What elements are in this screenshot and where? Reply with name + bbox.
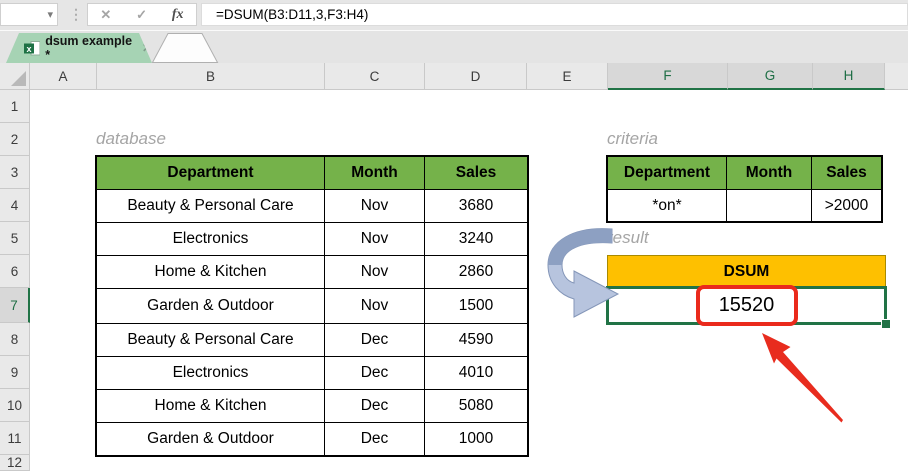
criteria-cell-month[interactable] xyxy=(727,190,812,221)
select-all-triangle-icon xyxy=(11,71,26,86)
db-cell-month[interactable]: Nov xyxy=(325,289,425,324)
db-cell-sales[interactable]: 1000 xyxy=(425,423,527,455)
result-label[interactable]: result xyxy=(607,228,649,247)
db-cell-department[interactable]: Garden & Outdoor xyxy=(97,289,325,324)
db-cell-department[interactable]: Electronics xyxy=(97,357,325,390)
formula-input[interactable] xyxy=(201,3,908,26)
sheet-tab-bar: x dsum example * ✕ xyxy=(0,30,908,63)
db-cell-month[interactable]: Nov xyxy=(325,190,425,223)
db-header-month[interactable]: Month xyxy=(325,157,425,190)
criteria-label[interactable]: criteria xyxy=(607,129,659,148)
row-header-11[interactable]: 11 xyxy=(0,422,30,455)
cancel-icon[interactable]: ✕ xyxy=(100,6,112,22)
row-header-8[interactable]: 8 xyxy=(0,323,30,356)
criteria-header-sales[interactable]: Sales xyxy=(812,157,881,190)
db-cell-department[interactable]: Beauty & Personal Care xyxy=(97,324,325,357)
dsum-header-cell[interactable]: DSUM xyxy=(607,255,886,288)
db-cell-month[interactable]: Dec xyxy=(325,357,425,390)
new-sheet-tab[interactable] xyxy=(140,33,230,63)
formula-bar-row: ▾ ⋮ ✕ ✓ fx xyxy=(0,0,908,30)
db-header-department[interactable]: Department xyxy=(97,157,325,190)
db-cell-sales[interactable]: 5080 xyxy=(425,390,527,423)
result-cell[interactable]: 15520 xyxy=(606,286,891,329)
row-header-5[interactable]: 5 xyxy=(0,222,30,255)
column-header-partial[interactable] xyxy=(885,63,908,90)
row-header-6[interactable]: 6 xyxy=(0,255,30,288)
excel-file-icon: x xyxy=(24,40,41,55)
db-cell-sales[interactable]: 3240 xyxy=(425,223,527,256)
column-header-g[interactable]: G xyxy=(728,63,813,90)
enter-icon[interactable]: ✓ xyxy=(136,6,148,22)
namebox-dropdown-icon[interactable]: ▾ xyxy=(47,9,53,21)
column-header-d[interactable]: D xyxy=(425,63,527,90)
database-label[interactable]: database xyxy=(96,129,166,148)
curved-arrow-icon xyxy=(547,228,620,318)
db-cell-department[interactable]: Garden & Outdoor xyxy=(97,423,325,455)
db-cell-department[interactable]: Home & Kitchen xyxy=(97,390,325,423)
row-header-4[interactable]: 4 xyxy=(0,189,30,222)
column-header-b[interactable]: B xyxy=(97,63,325,90)
row-header-12[interactable]: 12 xyxy=(0,455,30,471)
db-cell-month[interactable]: Nov xyxy=(325,223,425,256)
row-header-3[interactable]: 3 xyxy=(0,156,30,189)
db-cell-sales[interactable]: 4590 xyxy=(425,324,527,357)
insert-function-icon[interactable]: fx xyxy=(171,6,184,22)
column-header-c[interactable]: C xyxy=(325,63,425,90)
criteria-cell-department[interactable]: *on* xyxy=(608,190,727,221)
column-headers: A B C D E F G H xyxy=(30,63,908,90)
separator-dots-icon: ⋮ xyxy=(69,6,83,22)
sheet-tab-label: dsum example * xyxy=(45,34,133,62)
column-header-a[interactable]: A xyxy=(30,63,97,90)
db-cell-month[interactable]: Dec xyxy=(325,390,425,423)
criteria-header-month[interactable]: Month xyxy=(727,157,812,190)
column-header-e[interactable]: E xyxy=(527,63,608,90)
criteria-header-department[interactable]: Department xyxy=(608,157,727,190)
row-header-10[interactable]: 10 xyxy=(0,389,30,422)
select-all-corner[interactable] xyxy=(0,63,30,90)
criteria-cell-sales[interactable]: >2000 xyxy=(812,190,881,221)
db-cell-sales[interactable]: 2860 xyxy=(425,256,527,289)
db-cell-sales[interactable]: 3680 xyxy=(425,190,527,223)
row-header-2[interactable]: 2 xyxy=(0,123,30,156)
criteria-table: Department Month Sales *on* >2000 xyxy=(606,155,883,223)
db-cell-sales[interactable]: 1500 xyxy=(425,289,527,324)
db-cell-department[interactable]: Electronics xyxy=(97,223,325,256)
db-cell-sales[interactable]: 4010 xyxy=(425,357,527,390)
row-header-1[interactable]: 1 xyxy=(0,90,30,123)
column-header-f[interactable]: F xyxy=(608,63,728,90)
formula-buttons-panel: ✕ ✓ fx xyxy=(87,3,197,26)
row-header-9[interactable]: 9 xyxy=(0,356,30,389)
name-box[interactable]: ▾ xyxy=(0,3,58,26)
db-header-sales[interactable]: Sales xyxy=(425,157,527,190)
db-cell-department[interactable]: Beauty & Personal Care xyxy=(97,190,325,223)
fill-handle[interactable] xyxy=(881,319,891,329)
db-cell-department[interactable]: Home & Kitchen xyxy=(97,256,325,289)
excel-icon-letter: x xyxy=(26,44,31,54)
db-cell-month[interactable]: Dec xyxy=(325,324,425,357)
column-header-h[interactable]: H xyxy=(813,63,885,90)
result-value: 15520 xyxy=(718,294,775,316)
database-table: Department Month Sales Beauty & Personal… xyxy=(95,155,529,457)
red-highlight-box xyxy=(696,285,798,326)
db-cell-month[interactable]: Dec xyxy=(325,423,425,455)
db-cell-month[interactable]: Nov xyxy=(325,256,425,289)
row-headers: 1 2 3 4 5 6 7 8 9 10 11 12 xyxy=(0,90,30,471)
sheet-tab-active[interactable]: x dsum example * ✕ xyxy=(6,33,152,63)
red-pointer-arrow-icon xyxy=(762,333,843,423)
row-header-7[interactable]: 7 xyxy=(0,288,30,323)
